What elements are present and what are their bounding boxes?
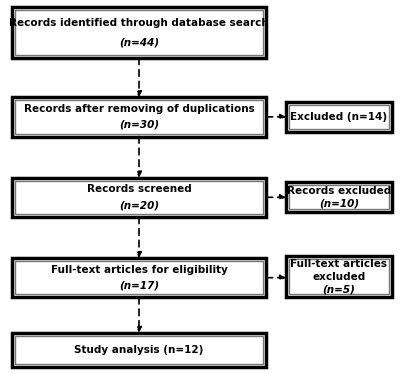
- Text: Study analysis (n=12): Study analysis (n=12): [74, 345, 204, 355]
- Text: (n=10): (n=10): [319, 198, 359, 208]
- Text: Excluded (n=14): Excluded (n=14): [290, 112, 388, 122]
- Text: excluded: excluded: [312, 272, 366, 282]
- Text: Records excluded: Records excluded: [287, 186, 391, 196]
- Text: (n=17): (n=17): [119, 280, 159, 291]
- Bar: [15, 100, 263, 134]
- Text: Records screened: Records screened: [87, 184, 191, 194]
- Text: (n=44): (n=44): [119, 38, 159, 48]
- Bar: [12, 258, 266, 297]
- Text: (n=20): (n=20): [119, 200, 159, 210]
- Bar: [289, 105, 389, 129]
- Bar: [15, 181, 263, 214]
- Bar: [286, 102, 392, 132]
- Text: Records identified through database search: Records identified through database sear…: [9, 18, 269, 28]
- Text: Records after removing of duplications: Records after removing of duplications: [24, 104, 254, 114]
- Bar: [12, 97, 266, 137]
- Bar: [15, 10, 263, 55]
- Bar: [12, 7, 266, 58]
- Text: (n=5): (n=5): [322, 284, 356, 294]
- Bar: [286, 182, 392, 212]
- Bar: [12, 178, 266, 217]
- Bar: [289, 259, 389, 294]
- Text: Full-text articles for eligibility: Full-text articles for eligibility: [50, 265, 228, 275]
- Bar: [15, 261, 263, 294]
- Bar: [286, 256, 392, 297]
- Bar: [12, 333, 266, 367]
- Text: Full-text articles: Full-text articles: [290, 260, 388, 269]
- Bar: [15, 336, 263, 364]
- Text: (n=30): (n=30): [119, 120, 159, 130]
- Bar: [289, 185, 389, 209]
